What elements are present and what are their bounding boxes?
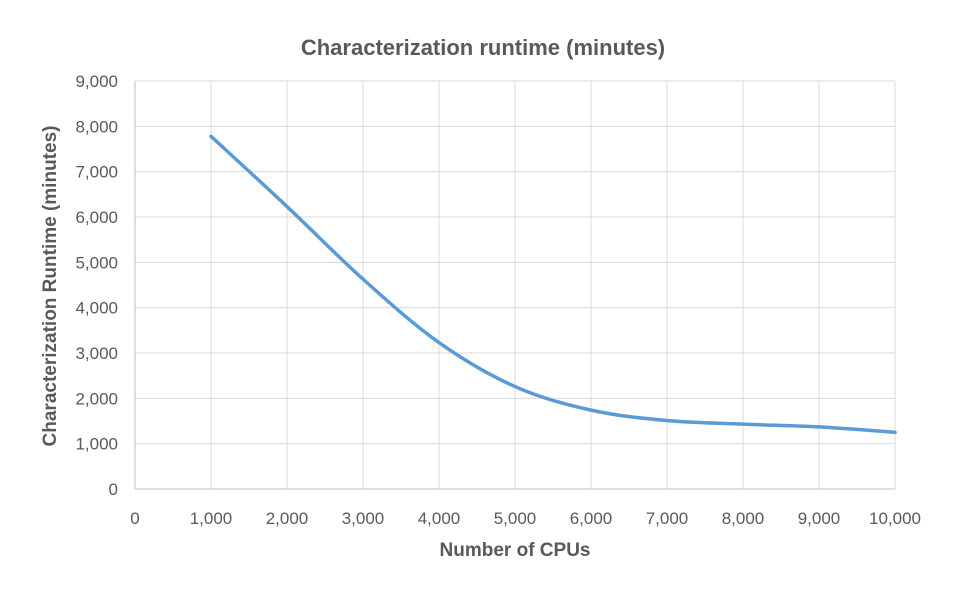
y-tick-label: 7,000 (75, 163, 118, 182)
y-tick-label: 9,000 (75, 72, 118, 91)
gridlines (135, 80, 896, 489)
x-tick-label: 0 (130, 509, 139, 528)
chart-title: Characterization runtime (minutes) (301, 35, 665, 60)
y-tick-label: 4,000 (75, 299, 118, 318)
x-tick-label: 1,000 (190, 509, 233, 528)
x-tick-label: 7,000 (646, 509, 689, 528)
x-tick-label: 10,000 (869, 509, 921, 528)
y-tick-label: 2,000 (75, 389, 118, 408)
x-tick-label: 5,000 (494, 509, 537, 528)
y-tick-label: 0 (109, 480, 118, 499)
y-tick-label: 5,000 (75, 253, 118, 272)
y-tick-label: 3,000 (75, 344, 118, 363)
series-line-0 (209, 134, 897, 435)
x-tick-label: 9,000 (798, 509, 841, 528)
series-group (209, 134, 897, 435)
y-tick-label: 1,000 (75, 435, 118, 454)
x-axis-ticks: 0 1,000 2,000 3,000 4,000 5,000 6,000 7,000 8,00… (130, 509, 921, 528)
x-tick-label: 2,000 (266, 509, 309, 528)
x-tick-label: 6,000 (570, 509, 613, 528)
y-axis-ticks: 0 1,000 2,000 3,000 4,000 5,000 6,000 7,000 8,00… (75, 72, 118, 499)
x-tick-label: 4,000 (418, 509, 461, 528)
y-tick-label: 8,000 (75, 117, 118, 136)
axes (134, 81, 895, 490)
x-tick-label: 8,000 (722, 509, 765, 528)
x-axis-label: Number of CPUs (440, 540, 591, 561)
x-tick-label: 3,000 (342, 509, 385, 528)
y-axis-label: Characterization Runtime (minutes) (40, 126, 61, 447)
y-tick-label: 6,000 (75, 208, 118, 227)
